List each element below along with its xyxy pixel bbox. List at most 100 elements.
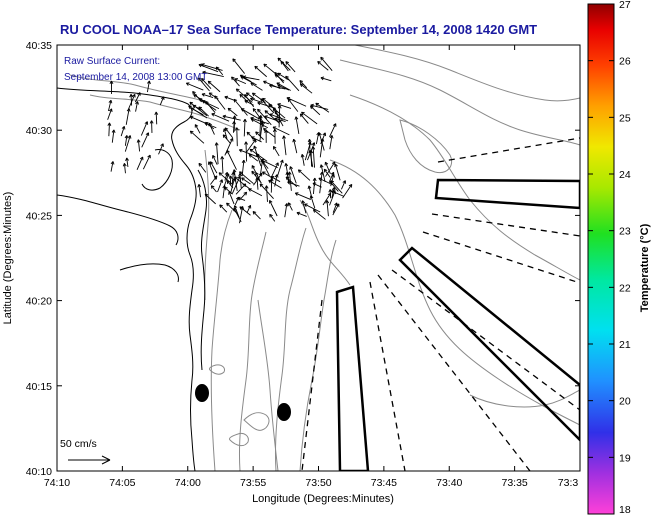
current-vector	[292, 138, 298, 154]
y-tick-label: 40:30	[26, 125, 52, 137]
current-vector	[235, 88, 253, 103]
current-vector	[238, 148, 259, 158]
current-vector	[320, 76, 332, 82]
current-vector	[214, 142, 219, 165]
current-vector	[289, 166, 297, 184]
current-vector	[207, 161, 217, 181]
x-axis-label: Longitude (Degrees:Minutes)	[252, 493, 394, 505]
traffic-separation-lines	[301, 137, 580, 471]
current-note-line2: September 14, 2008 13:00 GMT	[64, 72, 207, 83]
y-axis-label: Latitude (Degrees:Minutes)	[2, 192, 14, 325]
current-vector	[124, 135, 132, 152]
lane-box-east	[434, 178, 580, 210]
current-vector	[198, 98, 217, 111]
buoy-marker-west	[195, 384, 209, 402]
current-vector	[220, 156, 225, 174]
current-vector	[257, 108, 272, 126]
current-vector	[277, 57, 291, 71]
current-vector	[222, 134, 231, 144]
x-axis-ticks: 74:10 74:05 74:00 73:55 73:50 73:45 73:40 73:35…	[44, 45, 581, 489]
current-vector	[244, 100, 254, 106]
current-vector	[317, 60, 329, 71]
current-vector	[107, 122, 112, 137]
current-vector	[301, 200, 307, 214]
current-vector	[255, 131, 264, 140]
y-tick-label: 40:20	[26, 296, 52, 308]
colorbar-tick-label: 18	[619, 504, 631, 516]
colorbar-tick-label: 20	[619, 396, 631, 408]
x-tick-label: 74:05	[109, 477, 135, 489]
current-vector	[249, 148, 268, 162]
current-vector	[136, 139, 141, 152]
current-vector	[252, 211, 261, 220]
y-tick-label: 40:35	[26, 40, 52, 52]
current-vector	[294, 192, 311, 201]
current-vector	[263, 63, 276, 74]
current-vector	[194, 124, 201, 134]
current-vector	[234, 127, 239, 147]
colorbar-gradient	[587, 3, 615, 515]
current-vector	[185, 82, 204, 91]
current-vector	[324, 161, 331, 175]
current-vector	[340, 180, 347, 190]
plot-area: Raw Surface Current: September 14, 2008 …	[57, 45, 580, 471]
current-vector	[274, 72, 284, 84]
current-vector	[201, 100, 220, 110]
current-vector	[319, 138, 325, 158]
current-vector	[239, 93, 249, 103]
current-vector	[134, 92, 141, 103]
current-vector	[107, 108, 113, 120]
current-vector	[190, 107, 204, 116]
current-vector	[219, 204, 228, 213]
current-vector	[224, 186, 233, 195]
current-vector	[248, 154, 259, 162]
current-vector	[198, 77, 210, 92]
x-tick-label: 74:00	[175, 477, 201, 489]
buoy-marker-east	[277, 403, 291, 421]
current-vector	[239, 171, 254, 185]
current-vector	[320, 56, 333, 71]
current-vector	[257, 101, 276, 109]
current-vector	[250, 116, 269, 125]
current-vector	[277, 159, 284, 176]
current-vector	[261, 160, 270, 176]
current-vector	[198, 63, 219, 73]
current-vector	[307, 142, 316, 161]
current-vector	[273, 145, 280, 157]
current-vector	[210, 175, 218, 185]
current-vector	[287, 202, 293, 211]
current-vector	[284, 203, 289, 218]
y-tick-label: 40:15	[26, 381, 52, 393]
figure-title: RU COOL NOAA–17 Sea Surface Temperature:…	[60, 22, 537, 37]
current-vector	[125, 157, 129, 167]
current-vector	[277, 72, 289, 81]
current-vector	[202, 70, 224, 77]
current-vector	[207, 80, 221, 93]
current-vector	[211, 113, 230, 122]
current-vector	[240, 76, 257, 86]
current-vector	[204, 121, 215, 130]
colorbar: 27 26 25 24 23 22 21 20 19 18 Temperature (°C)	[587, 0, 651, 516]
current-vector	[149, 120, 154, 133]
current-vector	[192, 104, 203, 111]
colorbar-tick-label: 25	[619, 112, 631, 124]
current-vector	[310, 103, 329, 110]
shipping-lane-boxes	[335, 178, 580, 471]
current-vector	[269, 213, 276, 222]
current-vector	[158, 143, 164, 155]
current-vector	[318, 177, 334, 186]
x-tick-label: 73:40	[436, 477, 462, 489]
current-vector	[210, 185, 217, 193]
colorbar-tick-label: 19	[619, 452, 631, 464]
current-vector	[159, 96, 165, 106]
current-vector	[241, 177, 251, 185]
current-vector	[285, 75, 300, 92]
current-vector	[264, 115, 282, 123]
current-vector	[240, 108, 260, 120]
current-vector	[142, 154, 151, 170]
colorbar-label: Temperature (°C)	[639, 223, 651, 312]
lane-box-southeast	[398, 246, 580, 442]
current-vector	[218, 172, 233, 185]
current-vector	[332, 202, 338, 213]
